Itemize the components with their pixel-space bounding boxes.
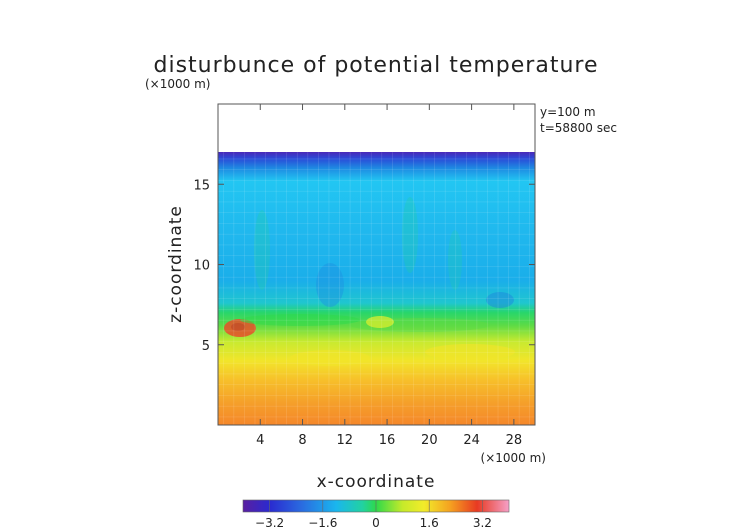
yellow-patch — [366, 316, 394, 328]
cool-plume — [486, 292, 514, 308]
colorbar-tick-label: −3.2 — [255, 516, 284, 530]
colorbar-tick-label: −1.6 — [308, 516, 337, 530]
x-tick-label: 28 — [506, 433, 523, 448]
green-plume — [448, 230, 462, 290]
annotation-y: y=100 m — [540, 105, 596, 119]
grid — [218, 152, 535, 425]
green-band — [240, 314, 360, 326]
warm-patch-core — [231, 323, 245, 331]
y-tick-label: 15 — [193, 178, 210, 193]
x-tick-label: 24 — [463, 433, 480, 448]
axes: 4 8 12 16 20 24 28 5 10 15 — [193, 103, 536, 448]
y-ticks: 5 10 15 — [193, 178, 535, 354]
yellow-wave — [290, 350, 370, 366]
chart-title: disturbunce of potential temperature — [154, 53, 599, 78]
y-unit-note: (×1000 m) — [145, 77, 210, 91]
x-tick-label: 16 — [379, 433, 396, 448]
green-plume — [254, 210, 270, 290]
x-unit-note: (×1000 m) — [481, 451, 546, 465]
y-tick-label: 5 — [202, 339, 210, 354]
x-ticks: 4 8 12 16 20 24 28 — [256, 104, 522, 448]
cool-plume — [316, 263, 344, 307]
yellow-wave — [425, 344, 515, 360]
green-plume — [402, 197, 418, 273]
heatmap-features — [224, 197, 515, 366]
x-tick-label: 20 — [421, 433, 438, 448]
colorbar-tick-label: 1.6 — [420, 516, 439, 530]
colorbar: −3.2 −1.6 0 1.6 3.2 — [242, 499, 510, 530]
colorbar-tick-label: 0 — [372, 516, 380, 530]
y-tick-label: 10 — [193, 259, 210, 274]
plot-area — [218, 104, 535, 425]
heatmap-field — [218, 104, 535, 425]
x-tick-label: 8 — [298, 433, 306, 448]
x-tick-label: 12 — [337, 433, 354, 448]
x-tick-label: 4 — [256, 433, 264, 448]
colorbar-tick-label: 3.2 — [473, 516, 492, 530]
colorbar-ticks: −3.2 −1.6 0 1.6 3.2 — [255, 500, 492, 530]
annotation-t: t=58800 sec — [540, 121, 617, 135]
y-axis-label: z-coordinate — [166, 205, 186, 323]
x-axis-label: x-coordinate — [317, 472, 436, 492]
